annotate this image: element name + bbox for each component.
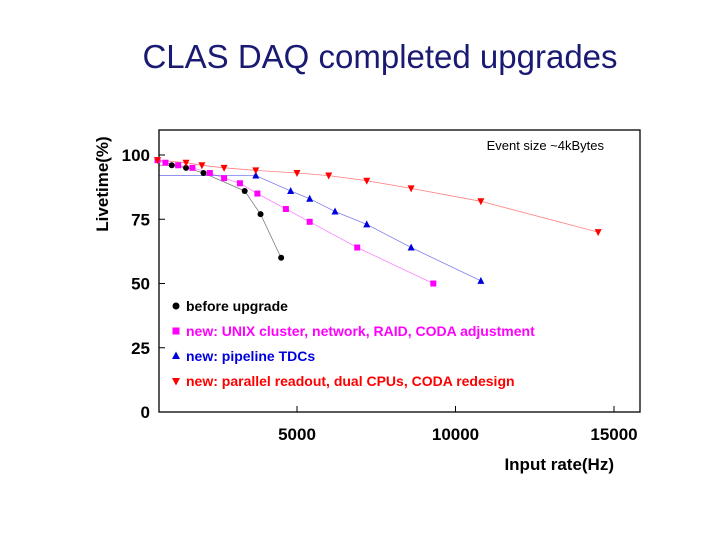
x-tick-label: 10000	[432, 425, 479, 444]
legend-label: new: UNIX cluster, network, RAID, CODA a…	[186, 323, 535, 339]
data-point-triangle-down	[407, 185, 415, 193]
data-point-triangle-down	[198, 162, 206, 170]
x-axis-label: Input rate(Hz)	[504, 455, 614, 474]
x-tick-label: 5000	[278, 425, 316, 444]
legend-marker	[172, 351, 180, 359]
fit-curve-1	[157, 159, 434, 284]
data-point-square	[430, 280, 437, 287]
y-tick-label: 0	[141, 403, 150, 422]
y-tick-label: 100	[122, 146, 150, 165]
data-point-square	[306, 218, 313, 225]
y-tick-label: 25	[131, 339, 150, 358]
y-tick-label: 50	[131, 275, 150, 294]
data-point-triangle-down	[154, 157, 162, 165]
data-point-square	[221, 175, 228, 182]
data-point-square	[175, 162, 182, 169]
data-point-triangle-up	[252, 171, 260, 179]
data-point-triangle-up	[477, 276, 485, 284]
data-point-square	[206, 169, 213, 176]
data-point-triangle-down	[477, 198, 485, 206]
data-point-square	[236, 180, 243, 187]
data-point-circle	[183, 164, 190, 171]
data-point-circle	[200, 169, 207, 176]
data-point-circle	[257, 211, 264, 218]
data-point-triangle-down	[325, 172, 333, 180]
event-size-annotation: Event size ~4kBytes	[487, 138, 605, 153]
data-point-circle	[168, 162, 175, 169]
axis-ticks: 5000 10000 15000 0 25 50 75 100	[122, 146, 638, 444]
plot-frame	[158, 129, 641, 413]
data-point-square	[354, 244, 361, 251]
data-point-circle	[278, 254, 285, 261]
data-point-triangle-up	[306, 194, 314, 202]
data-point-triangle-down	[220, 164, 228, 172]
slide-title: CLAS DAQ completed upgrades	[142, 38, 618, 75]
data-point-triangle-down	[363, 177, 371, 185]
legend-marker	[172, 327, 180, 335]
data-point-square	[254, 190, 261, 197]
data-point-triangle-down	[182, 159, 190, 167]
legend: before upgrade new: UNIX cluster, network…	[172, 298, 535, 389]
data-point-circle	[241, 187, 248, 194]
x-tick-label: 15000	[590, 425, 637, 444]
data-point-triangle-up	[331, 207, 339, 215]
legend-label: new: pipeline TDCs	[186, 348, 315, 364]
data-point-triangle-up	[287, 186, 295, 194]
data-point-triangle-up	[407, 243, 415, 251]
data-point-triangle-down	[252, 167, 260, 175]
y-axis-label: Livetime(%)	[93, 136, 112, 231]
data-point-square	[162, 159, 169, 166]
data-point-triangle-down	[293, 169, 301, 177]
data-point-triangle-down	[594, 229, 602, 237]
fit-curve-0	[158, 164, 282, 258]
data-point-square	[282, 205, 289, 212]
legend-marker	[172, 378, 180, 386]
fit-curve-2	[158, 175, 482, 282]
legend-label: new: parallel readout, dual CPUs, CODA r…	[186, 373, 515, 389]
fit-curve-3	[157, 159, 599, 233]
data-point-triangle-up	[363, 220, 371, 228]
data-markers	[154, 157, 602, 287]
data-point-square	[189, 164, 196, 171]
y-tick-label: 75	[131, 210, 150, 229]
legend-label: before upgrade	[186, 298, 288, 314]
legend-marker	[172, 302, 180, 310]
